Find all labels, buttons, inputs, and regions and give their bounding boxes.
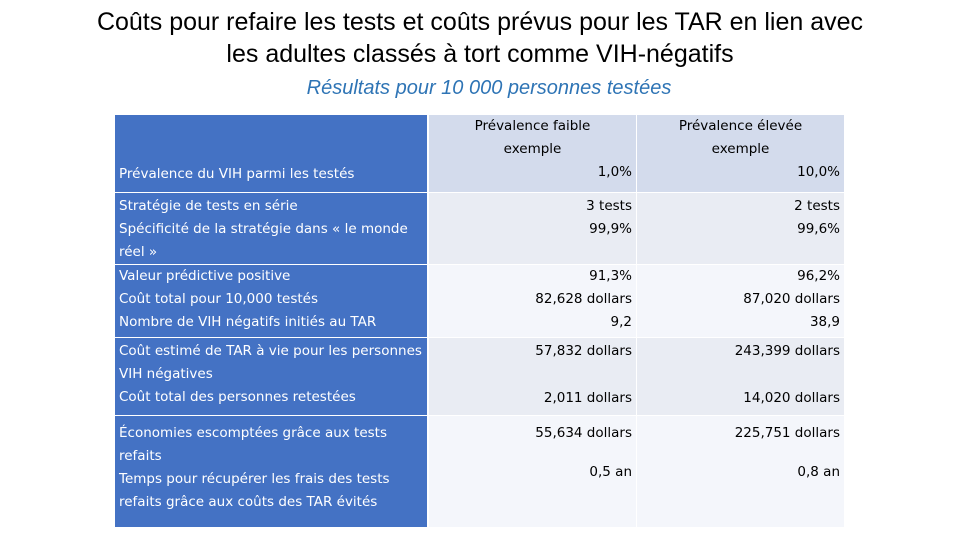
high-value-cell: 96,2% 87,020 dollars 38,9 — [636, 264, 845, 338]
table-row: Coût estimé de TAR à vie pour les person… — [114, 337, 845, 416]
low-value: 82,628 dollars — [535, 291, 632, 307]
title-line-2: les adultes classés à tort comme VIH-nég… — [226, 40, 734, 68]
low-value: 2,011 dollars — [543, 390, 632, 406]
high-value: 99,6% — [797, 221, 840, 237]
high-value: 96,2% — [797, 268, 840, 284]
low-value: 3 tests — [586, 198, 632, 214]
low-caption-2: exemple — [503, 141, 562, 157]
low-value-cell: 3 tests 99,9% — [427, 192, 637, 265]
row-label-cell: Stratégie de tests en série Spécificité … — [114, 192, 429, 265]
high-caption-1: Prévalence élevée — [678, 118, 803, 134]
low-prevalence-value: 1,0% — [597, 164, 632, 180]
table-row: Économies escomptées grâce aux tests ref… — [114, 415, 845, 528]
low-value: 0,5 an — [589, 464, 632, 480]
slide-title: Coûts pour refaire les tests et coûts pr… — [0, 6, 960, 70]
low-value-cell: 91,3% 82,628 dollars 9,2 — [427, 264, 637, 338]
high-value: 38,9 — [809, 314, 840, 330]
high-value: 14,020 dollars — [743, 390, 840, 406]
high-value: 87,020 dollars — [743, 291, 840, 307]
slide-subtitle: Résultats pour 10 000 personnes testées — [306, 77, 672, 99]
row-label-cell: Valeur prédictive positive Coût total po… — [114, 264, 429, 338]
high-value: 2 tests — [794, 198, 840, 214]
high-value-cell: 243,399 dollars 14,020 dollars — [636, 337, 845, 416]
row-label: Temps pour récupérer les frais des tests… — [119, 471, 390, 510]
header-label-cell: Prévalence du VIH parmi les testés — [114, 114, 429, 193]
row-label-cell: Coût estimé de TAR à vie pour les person… — [114, 337, 429, 416]
low-value: 55,634 dollars — [535, 425, 632, 441]
high-value: 225,751 dollars — [734, 425, 840, 441]
high-prevalence-value: 10,0% — [797, 164, 840, 180]
high-prevalence-header: Prévalence élevée exemple 10,0% — [636, 114, 845, 193]
low-caption-1: Prévalence faible — [474, 118, 591, 134]
row-label: Nombre de VIH négatifs initiés au TAR — [119, 314, 377, 330]
table-header-row: Prévalence du VIH parmi les testés Préva… — [114, 114, 845, 193]
row-label: Valeur prédictive positive — [119, 268, 291, 284]
row-label: Économies escomptées grâce aux tests ref… — [119, 425, 388, 464]
low-value-cell: 57,832 dollars 2,011 dollars — [427, 337, 637, 416]
table-row: Valeur prédictive positive Coût total po… — [114, 264, 845, 338]
low-value: 91,3% — [589, 268, 632, 284]
row-label: Coût estimé de TAR à vie pour les person… — [119, 343, 422, 382]
low-prevalence-header: Prévalence faible exemple 1,0% — [427, 114, 637, 193]
high-caption-2: exemple — [711, 141, 770, 157]
row-label-cell: Économies escomptées grâce aux tests ref… — [114, 415, 429, 528]
low-value: 57,832 dollars — [535, 343, 632, 359]
high-value-cell: 225,751 dollars 0,8 an — [636, 415, 845, 528]
low-value-cell: 55,634 dollars 0,5 an — [427, 415, 637, 528]
high-value: 0,8 an — [797, 464, 840, 480]
row-label: Stratégie de tests en série — [119, 198, 298, 214]
title-line-1: Coûts pour refaire les tests et coûts pr… — [96, 8, 864, 36]
prevalence-label: Prévalence du VIH parmi les testés — [119, 166, 355, 182]
results-table: Prévalence du VIH parmi les testés Préva… — [114, 114, 845, 528]
low-value: 9,2 — [610, 314, 632, 330]
low-value: 99,9% — [589, 221, 632, 237]
high-value: 243,399 dollars — [734, 343, 840, 359]
row-label: Spécificité de la stratégie dans « le mo… — [119, 221, 408, 260]
table-row: Stratégie de tests en série Spécificité … — [114, 192, 845, 265]
row-label: Coût total des personnes retestées — [119, 389, 356, 405]
high-value-cell: 2 tests 99,6% — [636, 192, 845, 265]
row-label: Coût total pour 10,000 testés — [119, 291, 319, 307]
